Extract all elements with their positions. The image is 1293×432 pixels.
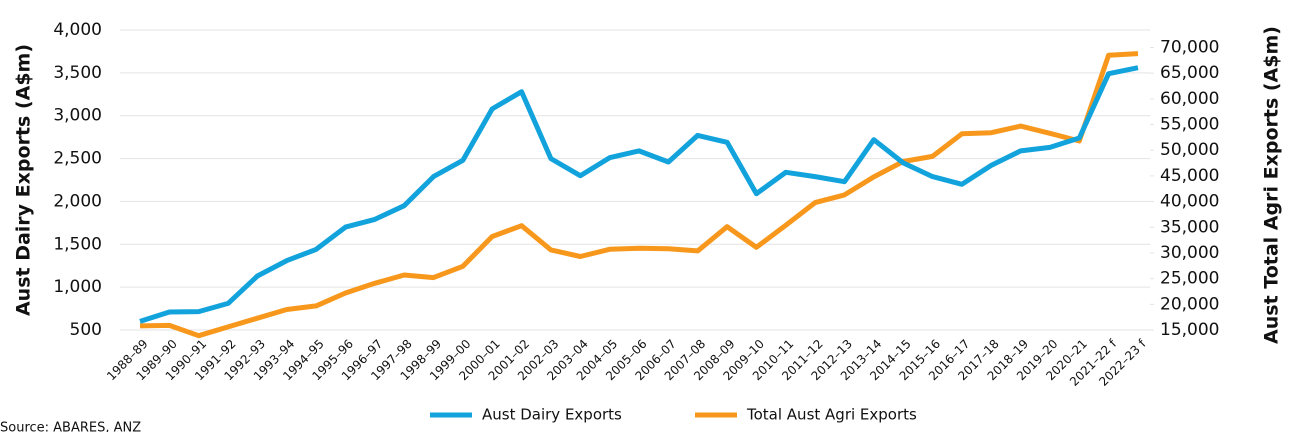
y2-tick-label: 50,000 <box>1160 140 1219 160</box>
legend-label: Aust Dairy Exports <box>482 406 622 424</box>
y2-tick-label: 30,000 <box>1160 243 1219 263</box>
y2-tick-label: 40,000 <box>1160 192 1219 212</box>
y-tick-label: 3,500 <box>53 63 102 83</box>
y-tick-label: 2,000 <box>53 191 102 211</box>
y2-axis-title: Aust Total Agri Exports (A$m) <box>1261 26 1283 344</box>
y2-tick-label: 35,000 <box>1160 217 1219 237</box>
y2-tick-label: 45,000 <box>1160 166 1219 186</box>
y-tick-label: 500 <box>70 320 102 340</box>
y2-tick-label: 25,000 <box>1160 269 1219 289</box>
series-line <box>139 65 1139 324</box>
legend-label: Total Aust Agri Exports <box>746 406 917 424</box>
y-tick-label: 4,000 <box>53 20 102 40</box>
y2-tick-label: 55,000 <box>1160 115 1219 135</box>
y-tick-label: 1,500 <box>53 234 102 254</box>
y2-tick-label: 20,000 <box>1160 294 1219 314</box>
y2-tick-label: 65,000 <box>1160 63 1219 83</box>
source-note: Source: ABARES, ANZ <box>0 421 141 432</box>
series-line <box>139 51 1139 339</box>
y-tick-label: 3,000 <box>53 106 102 126</box>
y-tick-label: 2,500 <box>53 149 102 169</box>
y-tick-label: 1,000 <box>53 277 102 297</box>
y-axis-title: Aust Dairy Exports (A$m) <box>13 44 35 316</box>
y2-tick-label: 70,000 <box>1160 37 1219 57</box>
y2-tick-label: 15,000 <box>1160 320 1219 340</box>
y2-tick-label: 60,000 <box>1160 89 1219 109</box>
